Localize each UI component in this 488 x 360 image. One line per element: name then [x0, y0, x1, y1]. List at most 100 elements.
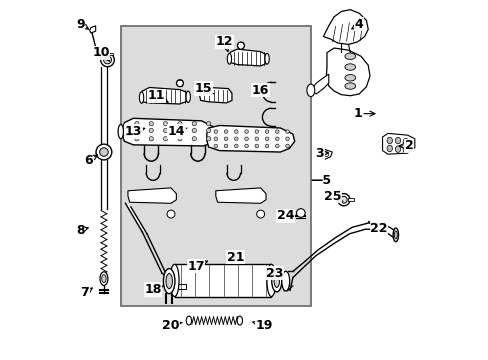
Circle shape [264, 130, 268, 134]
Text: 3: 3 [315, 147, 327, 159]
Circle shape [214, 130, 217, 134]
Text: 16: 16 [251, 84, 269, 97]
Polygon shape [310, 74, 328, 94]
Circle shape [256, 210, 264, 218]
Circle shape [176, 80, 183, 87]
Circle shape [244, 130, 248, 134]
Polygon shape [199, 87, 231, 103]
Text: 6: 6 [84, 154, 98, 167]
Circle shape [264, 137, 268, 140]
Ellipse shape [103, 56, 111, 64]
Ellipse shape [170, 264, 179, 297]
Circle shape [163, 136, 167, 141]
Bar [172, 284, 186, 289]
Polygon shape [122, 118, 219, 146]
Ellipse shape [394, 146, 400, 152]
Circle shape [254, 137, 258, 140]
Bar [348, 198, 353, 201]
Circle shape [178, 129, 182, 133]
Text: 21: 21 [226, 251, 244, 264]
Circle shape [135, 122, 139, 126]
Text: 24: 24 [276, 210, 296, 222]
Circle shape [234, 144, 238, 148]
Ellipse shape [340, 196, 346, 203]
Circle shape [214, 137, 217, 140]
Text: 7: 7 [81, 287, 92, 300]
Text: 10: 10 [92, 46, 110, 61]
Circle shape [254, 130, 258, 134]
Ellipse shape [227, 53, 231, 64]
Bar [174, 264, 271, 297]
Circle shape [275, 137, 279, 140]
Circle shape [149, 122, 153, 126]
Ellipse shape [186, 316, 191, 325]
Polygon shape [140, 87, 188, 104]
Text: 9: 9 [76, 18, 88, 31]
Circle shape [178, 122, 182, 126]
Circle shape [244, 137, 248, 140]
Polygon shape [121, 128, 129, 135]
Ellipse shape [102, 275, 106, 283]
Circle shape [275, 130, 279, 134]
Polygon shape [215, 188, 265, 203]
Polygon shape [323, 10, 367, 44]
Text: 22: 22 [367, 221, 387, 235]
Ellipse shape [392, 228, 398, 242]
Circle shape [100, 148, 108, 156]
Text: 13: 13 [124, 125, 144, 138]
Circle shape [163, 129, 167, 133]
Ellipse shape [394, 137, 400, 144]
Circle shape [149, 136, 153, 141]
Ellipse shape [344, 53, 355, 59]
Bar [121, 26, 310, 306]
Ellipse shape [394, 231, 396, 239]
Ellipse shape [264, 53, 269, 64]
Ellipse shape [271, 270, 281, 292]
Circle shape [135, 129, 139, 133]
Circle shape [192, 129, 196, 133]
Text: 2: 2 [398, 139, 413, 152]
Ellipse shape [266, 264, 275, 297]
Polygon shape [319, 149, 332, 159]
Circle shape [254, 144, 258, 148]
Circle shape [234, 137, 238, 140]
Circle shape [163, 122, 167, 126]
Text: —5: —5 [310, 174, 331, 186]
Circle shape [96, 144, 112, 160]
Text: 17: 17 [187, 260, 207, 273]
Circle shape [285, 130, 289, 134]
Polygon shape [206, 126, 294, 152]
Text: 1: 1 [352, 107, 374, 120]
Polygon shape [325, 48, 369, 96]
Circle shape [285, 137, 289, 140]
Ellipse shape [344, 64, 355, 70]
Ellipse shape [237, 316, 242, 325]
Text: 11: 11 [147, 89, 168, 102]
Ellipse shape [386, 137, 392, 144]
Ellipse shape [344, 83, 355, 89]
Ellipse shape [118, 125, 123, 139]
Ellipse shape [163, 269, 175, 294]
Ellipse shape [100, 272, 108, 285]
Text: 8: 8 [76, 224, 88, 237]
Circle shape [135, 136, 139, 141]
Circle shape [149, 129, 153, 133]
Circle shape [224, 137, 227, 140]
Ellipse shape [165, 274, 172, 289]
Circle shape [178, 136, 182, 141]
Bar [100, 55, 104, 57]
Circle shape [192, 122, 196, 126]
Ellipse shape [344, 75, 355, 81]
Circle shape [224, 130, 227, 134]
Text: 4: 4 [351, 18, 363, 31]
Text: 18: 18 [144, 283, 163, 296]
Polygon shape [228, 49, 267, 66]
Text: 12: 12 [216, 35, 233, 51]
Circle shape [167, 210, 175, 218]
Circle shape [224, 144, 227, 148]
Text: 25: 25 [323, 190, 342, 203]
Ellipse shape [306, 84, 314, 96]
Text: 14: 14 [167, 125, 187, 138]
Text: 20: 20 [162, 319, 182, 332]
Bar [109, 53, 113, 55]
